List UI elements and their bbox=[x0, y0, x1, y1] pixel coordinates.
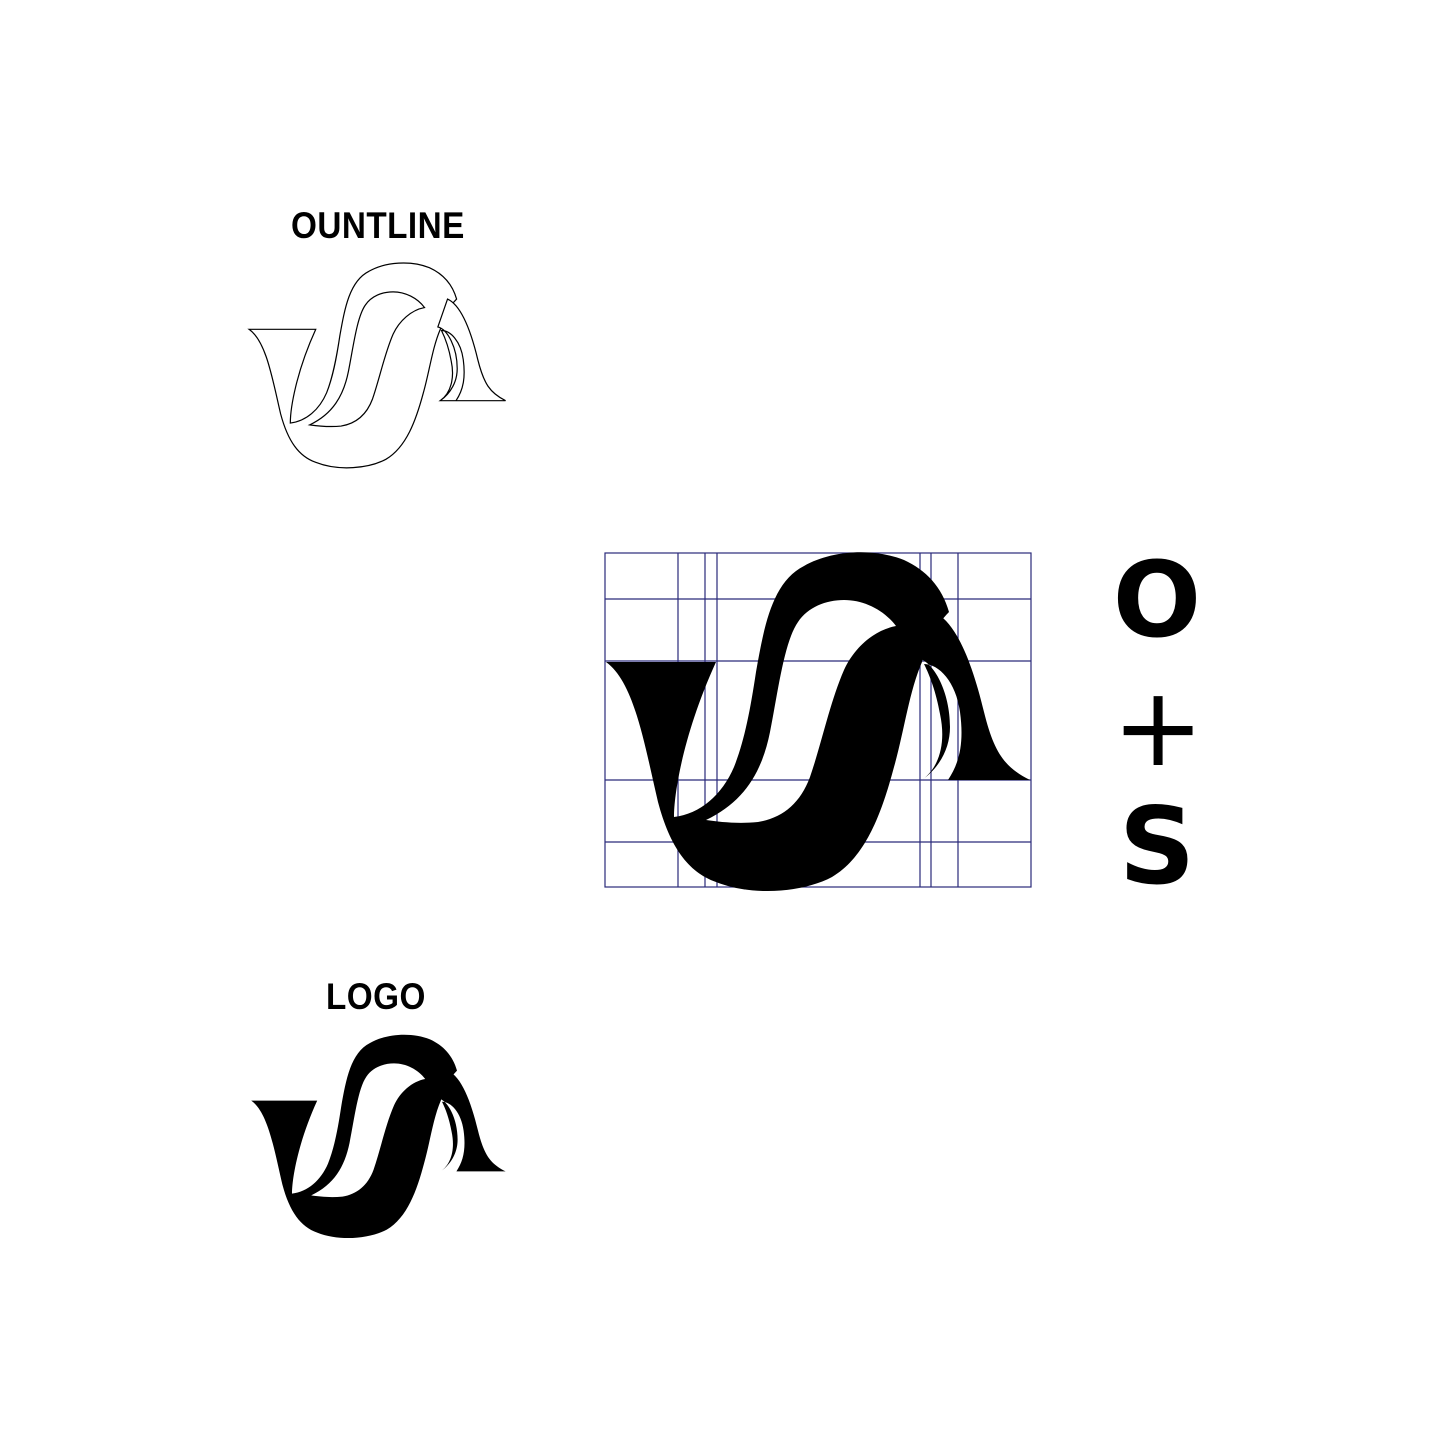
logo-heading: LOGO bbox=[326, 976, 426, 1017]
logo-monogram-icon bbox=[251, 1034, 506, 1239]
formula-letter-s: S bbox=[1118, 785, 1196, 908]
outline-monogram-icon bbox=[248, 262, 507, 469]
outline-heading: OUNTLINE bbox=[291, 205, 465, 246]
construction-grid-monogram-icon bbox=[604, 552, 1032, 892]
formula-plus-sign: + bbox=[1112, 663, 1205, 791]
formula-letter-o: O bbox=[1112, 539, 1202, 661]
